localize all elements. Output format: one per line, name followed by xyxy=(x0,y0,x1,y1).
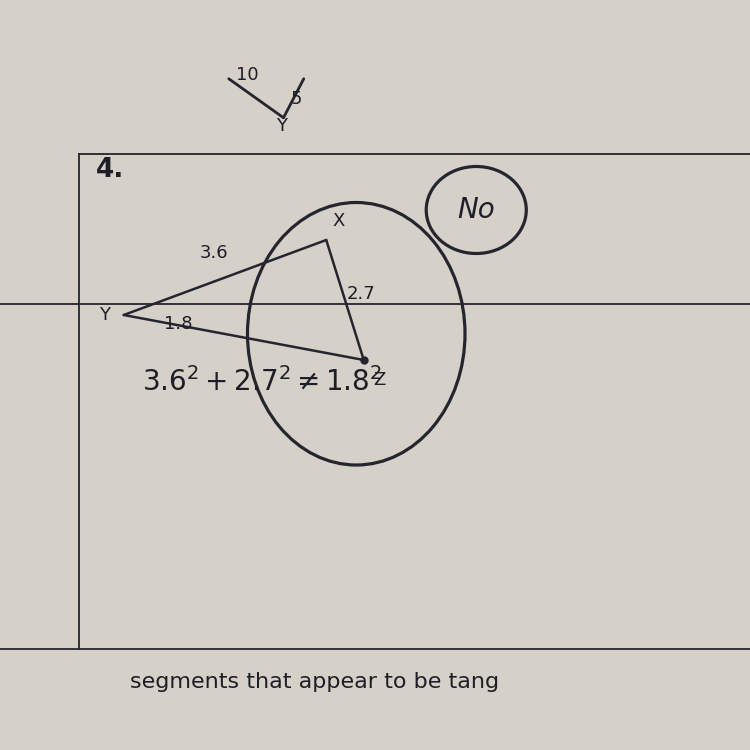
Text: Y: Y xyxy=(99,306,110,324)
Text: 3.6: 3.6 xyxy=(200,244,228,262)
Text: Y: Y xyxy=(276,117,286,135)
Text: 4.: 4. xyxy=(96,158,124,183)
Text: 10: 10 xyxy=(236,66,259,84)
Text: No: No xyxy=(458,196,495,224)
Text: 2.7: 2.7 xyxy=(346,285,375,303)
Text: $3.6^2 + 2.7^2 \neq 1.8^2$: $3.6^2 + 2.7^2 \neq 1.8^2$ xyxy=(142,368,382,398)
Text: segments that appear to be tang: segments that appear to be tang xyxy=(130,673,500,692)
Text: 1.8: 1.8 xyxy=(164,315,193,333)
Text: X: X xyxy=(332,212,344,230)
Text: Z: Z xyxy=(373,371,385,389)
Text: 5: 5 xyxy=(290,90,302,108)
